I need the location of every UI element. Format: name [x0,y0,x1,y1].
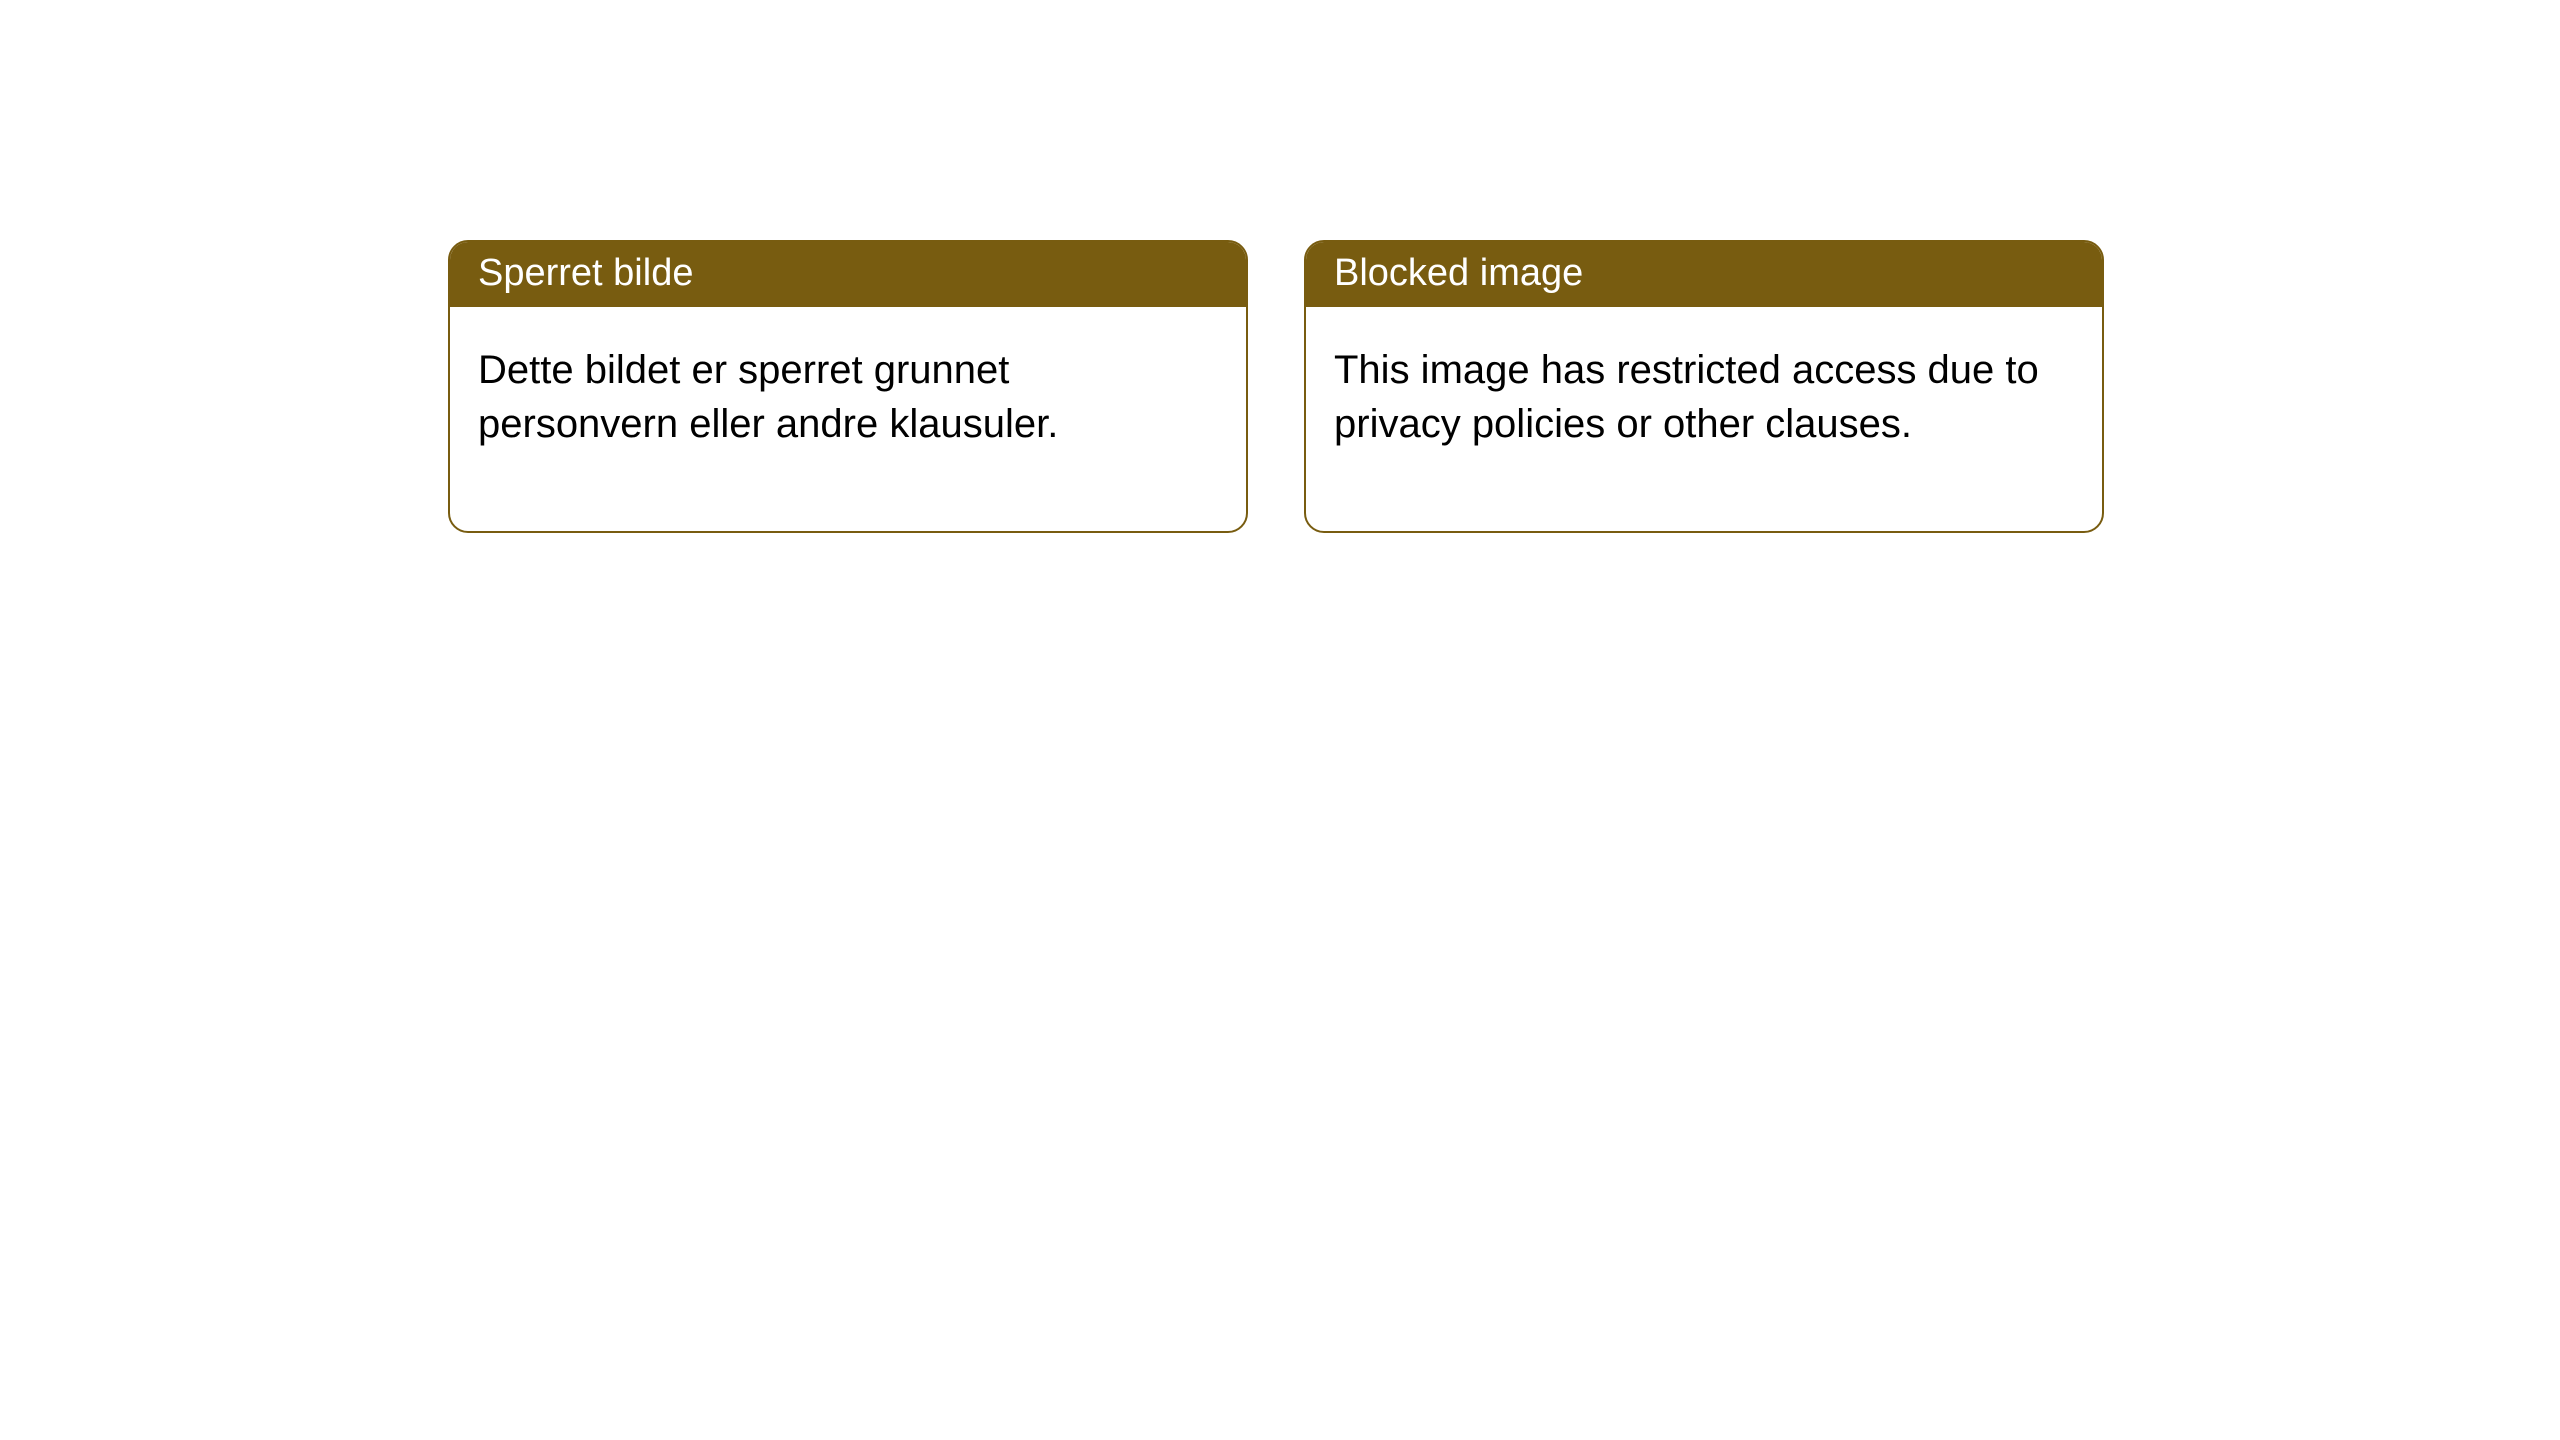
notice-body-nb: Dette bildet er sperret grunnet personve… [450,307,1246,531]
notice-title-en: Blocked image [1306,242,2102,307]
notice-card-en: Blocked image This image has restricted … [1304,240,2104,533]
notice-title-nb: Sperret bilde [450,242,1246,307]
notice-container: Sperret bilde Dette bildet er sperret gr… [0,0,2560,533]
notice-body-en: This image has restricted access due to … [1306,307,2102,531]
notice-card-nb: Sperret bilde Dette bildet er sperret gr… [448,240,1248,533]
